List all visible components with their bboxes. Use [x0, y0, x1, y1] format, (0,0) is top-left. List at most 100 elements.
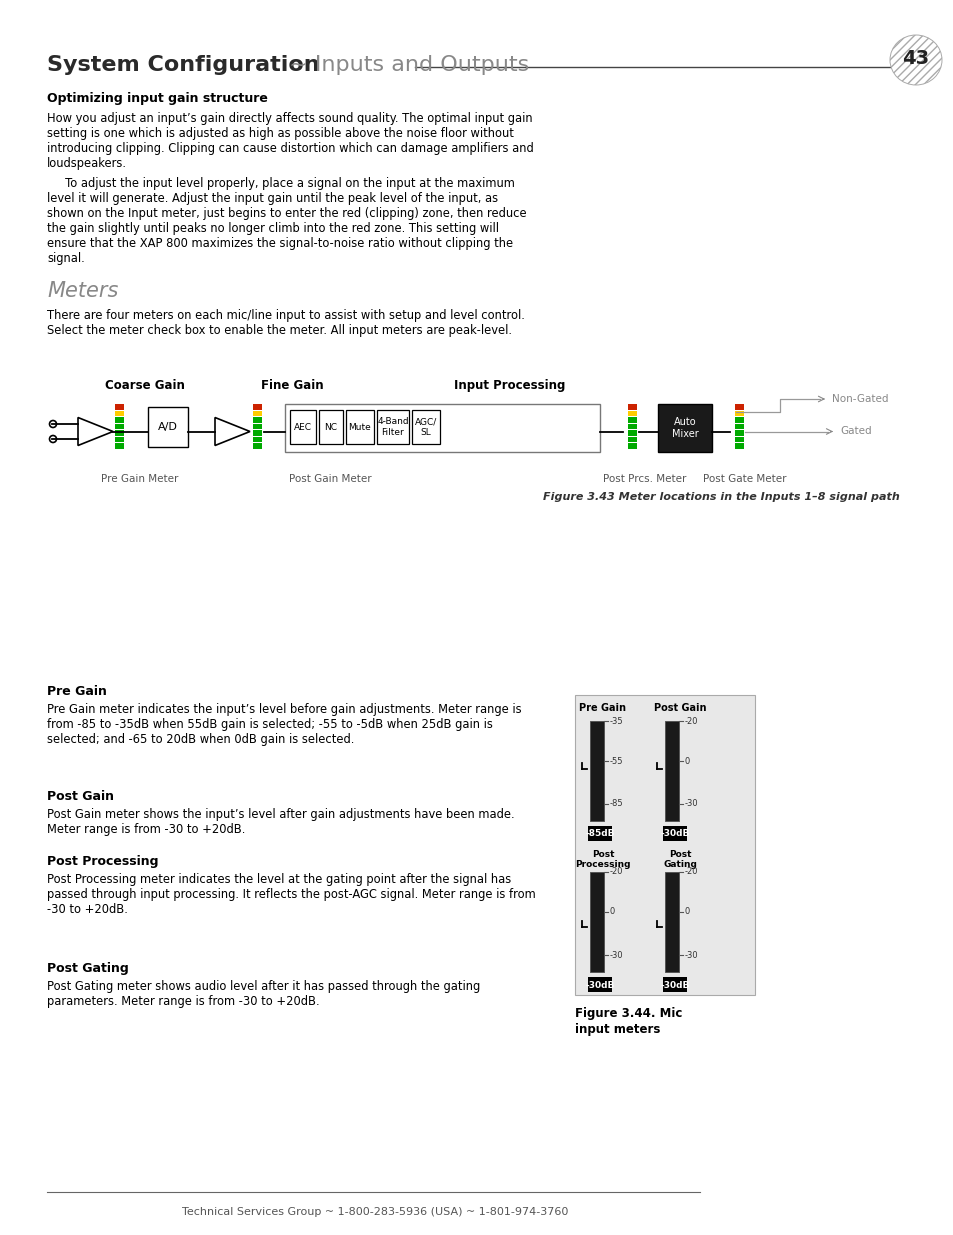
Text: Post Gain: Post Gain	[653, 703, 705, 713]
Text: Auto
Mixer: Auto Mixer	[671, 417, 698, 438]
Text: -30: -30	[609, 951, 623, 960]
Text: Pre Gain: Pre Gain	[578, 703, 626, 713]
Text: 43: 43	[902, 48, 928, 68]
Text: passed through input processing. It reflects the post-AGC signal. Meter range is: passed through input processing. It refl…	[47, 888, 536, 902]
FancyBboxPatch shape	[664, 721, 679, 821]
Ellipse shape	[889, 35, 941, 85]
Bar	[253, 417, 262, 422]
Text: A/D: A/D	[158, 422, 178, 432]
Bar	[735, 430, 743, 436]
Bar	[253, 404, 262, 410]
Text: ensure that the XAP 800 maximizes the signal-to-noise ratio without clipping the: ensure that the XAP 800 maximizes the si…	[47, 237, 513, 249]
Text: the gain slightly until peaks no longer climb into the red zone. This setting wi: the gain slightly until peaks no longer …	[47, 222, 498, 235]
Text: shown on the Input meter, just begins to enter the red (clipping) zone, then red: shown on the Input meter, just begins to…	[47, 207, 526, 220]
Text: Gated: Gated	[840, 426, 871, 436]
FancyBboxPatch shape	[589, 721, 603, 821]
Text: Post Gating meter shows audio level after it has passed through the gating: Post Gating meter shows audio level afte…	[47, 981, 479, 993]
FancyBboxPatch shape	[664, 872, 679, 972]
Text: Meters: Meters	[47, 282, 118, 301]
Bar	[628, 436, 637, 442]
Text: Figure 3.44. Mic: Figure 3.44. Mic	[575, 1007, 681, 1020]
Bar	[735, 424, 743, 429]
Text: Non-Gated: Non-Gated	[831, 394, 887, 404]
Text: -20: -20	[684, 867, 698, 877]
Bar	[115, 424, 125, 429]
Text: 0: 0	[684, 908, 690, 916]
Bar	[115, 417, 125, 422]
Bar	[628, 424, 637, 429]
Text: Figure 3.43 Meter locations in the Inputs 1–8 signal path: Figure 3.43 Meter locations in the Input…	[542, 492, 899, 501]
Text: Post
Processing: Post Processing	[575, 850, 630, 869]
Text: Input Processing: Input Processing	[454, 379, 565, 391]
Text: How you adjust an input’s gain directly affects sound quality. The optimal input: How you adjust an input’s gain directly …	[47, 112, 532, 125]
Text: -30: -30	[684, 951, 698, 960]
FancyBboxPatch shape	[662, 977, 686, 992]
Bar	[115, 443, 125, 448]
Bar	[628, 404, 637, 410]
Text: Pre Gain: Pre Gain	[47, 685, 107, 698]
Bar	[735, 417, 743, 422]
FancyBboxPatch shape	[318, 410, 343, 445]
Text: setting is one which is adjusted as high as possible above the noise floor witho: setting is one which is adjusted as high…	[47, 127, 514, 140]
Bar	[253, 430, 262, 436]
Text: Pre Gain meter indicates the input’s level before gain adjustments. Meter range : Pre Gain meter indicates the input’s lev…	[47, 703, 521, 716]
Text: Coarse Gain: Coarse Gain	[105, 379, 185, 391]
FancyBboxPatch shape	[587, 826, 612, 841]
Text: Meter range is from -30 to +20dB.: Meter range is from -30 to +20dB.	[47, 823, 245, 836]
Bar	[628, 417, 637, 422]
Text: 0: 0	[684, 757, 690, 766]
Bar	[253, 424, 262, 429]
Text: from -85 to -35dB when 55dB gain is selected; -55 to -5dB when 25dB gain is: from -85 to -35dB when 55dB gain is sele…	[47, 718, 493, 731]
FancyBboxPatch shape	[376, 410, 409, 445]
Text: Pre Gain Meter: Pre Gain Meter	[101, 474, 178, 484]
Text: -20: -20	[684, 716, 698, 725]
Bar	[115, 436, 125, 442]
Bar	[628, 410, 637, 416]
Text: Post Gain meter shows the input’s level after gain adjustments have been made.: Post Gain meter shows the input’s level …	[47, 808, 514, 821]
Text: Post Gain Meter: Post Gain Meter	[289, 474, 371, 484]
Text: -30dB: -30dB	[659, 981, 689, 989]
Text: Select the meter check box to enable the meter. All input meters are peak-level.: Select the meter check box to enable the…	[47, 324, 512, 337]
Text: 4-Band
Filter: 4-Band Filter	[376, 417, 409, 437]
Text: -85: -85	[609, 799, 623, 809]
FancyBboxPatch shape	[575, 695, 754, 995]
Text: -55: -55	[609, 757, 623, 766]
Bar	[253, 443, 262, 448]
Bar	[253, 410, 262, 416]
Text: Post Processing meter indicates the level at the gating point after the signal h: Post Processing meter indicates the leve…	[47, 873, 511, 885]
Text: Post Prcs. Meter: Post Prcs. Meter	[602, 474, 686, 484]
Text: signal.: signal.	[47, 252, 85, 266]
Text: There are four meters on each mic/line input to assist with setup and level cont: There are four meters on each mic/line i…	[47, 309, 524, 322]
Text: selected; and -65 to 20dB when 0dB gain is selected.: selected; and -65 to 20dB when 0dB gain …	[47, 734, 354, 746]
FancyBboxPatch shape	[412, 410, 439, 445]
Bar	[735, 436, 743, 442]
Text: -20: -20	[609, 867, 623, 877]
Text: -85dB: -85dB	[584, 830, 614, 839]
Text: -35: -35	[609, 716, 623, 725]
Bar	[115, 430, 125, 436]
FancyBboxPatch shape	[587, 977, 612, 992]
FancyBboxPatch shape	[662, 826, 686, 841]
FancyBboxPatch shape	[290, 410, 315, 445]
Text: -30 to +20dB.: -30 to +20dB.	[47, 903, 128, 916]
Text: parameters. Meter range is from -30 to +20dB.: parameters. Meter range is from -30 to +…	[47, 995, 319, 1008]
Text: NC: NC	[324, 422, 337, 431]
Text: input meters: input meters	[575, 1023, 659, 1036]
Text: Technical Services Group ~ 1-800-283-5936 (USA) ~ 1-801-974-3760: Technical Services Group ~ 1-800-283-593…	[182, 1207, 568, 1216]
Text: To adjust the input level properly, place a signal on the input at the maximum: To adjust the input level properly, plac…	[47, 177, 515, 190]
Bar	[628, 443, 637, 448]
Text: Post Processing: Post Processing	[47, 855, 158, 868]
Bar	[735, 404, 743, 410]
Bar	[628, 430, 637, 436]
Text: Mute: Mute	[348, 422, 371, 431]
Text: level it will generate. Adjust the input gain until the peak level of the input,: level it will generate. Adjust the input…	[47, 191, 497, 205]
Text: Fine Gain: Fine Gain	[260, 379, 323, 391]
Bar	[735, 443, 743, 448]
Text: ~ Inputs and Outputs: ~ Inputs and Outputs	[282, 56, 529, 75]
Text: 0: 0	[609, 908, 615, 916]
Text: Post Gate Meter: Post Gate Meter	[702, 474, 786, 484]
Text: -30: -30	[684, 799, 698, 809]
Text: Post
Gating: Post Gating	[662, 850, 697, 869]
FancyBboxPatch shape	[148, 408, 188, 447]
Bar	[253, 436, 262, 442]
